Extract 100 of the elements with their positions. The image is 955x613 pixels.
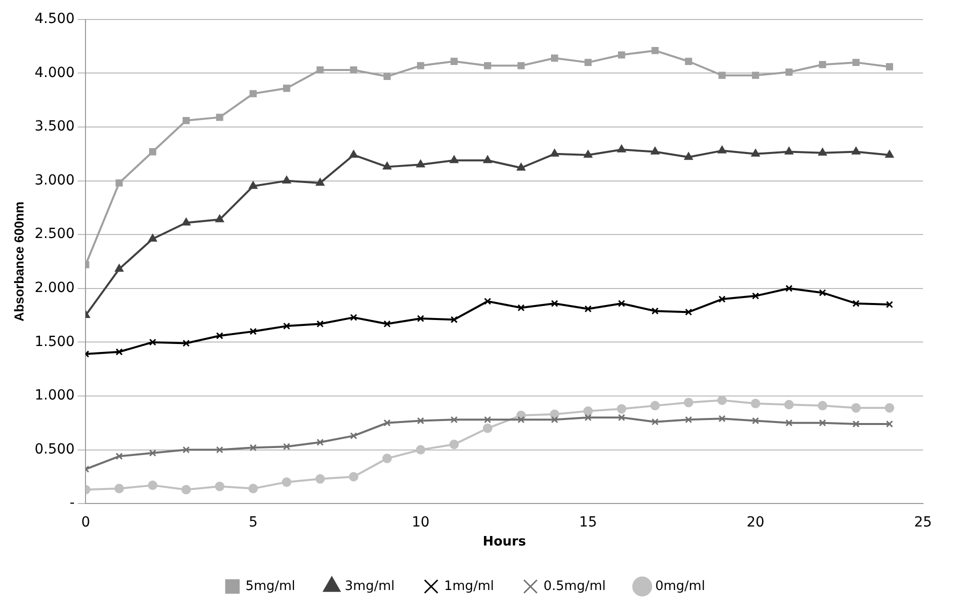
point: [250, 90, 257, 98]
point: [651, 418, 659, 426]
point: [282, 176, 291, 184]
point: [886, 420, 894, 428]
point: [149, 449, 156, 457]
point: [316, 178, 324, 186]
point: [450, 416, 458, 424]
point: [182, 218, 190, 226]
point: [618, 51, 626, 58]
point: [216, 114, 224, 121]
point: [785, 419, 793, 426]
point: [382, 454, 392, 464]
point: [551, 54, 558, 62]
point: [684, 416, 692, 424]
y-tick-label: 0.500: [34, 441, 75, 458]
point: [718, 415, 726, 422]
point: [851, 403, 861, 413]
point: [114, 484, 124, 494]
point: [416, 160, 425, 168]
point: [617, 144, 626, 152]
point: [550, 149, 559, 157]
y-tick-label: 1.000: [34, 388, 75, 404]
point: [651, 307, 659, 315]
point: [818, 61, 826, 68]
y-tick-label: 4.500: [34, 11, 75, 28]
point: [417, 62, 424, 70]
point: [583, 406, 593, 416]
point: [616, 404, 626, 414]
y-tick-label: 1.500: [34, 334, 75, 350]
point: [717, 396, 727, 406]
y-axis-title: Absorbance 600nm: [11, 202, 26, 322]
point: [316, 66, 324, 74]
point: [248, 484, 258, 494]
point: [382, 162, 392, 170]
x-tick-label: 5: [248, 514, 258, 531]
point: [417, 417, 424, 424]
point: [181, 484, 191, 494]
point: [885, 150, 894, 158]
x-axis-title: Hours: [482, 534, 526, 550]
point: [684, 58, 692, 65]
point: [350, 314, 358, 322]
point: [518, 304, 525, 312]
point: [518, 416, 525, 424]
x-tick-label: 15: [579, 514, 597, 531]
point: [551, 300, 558, 308]
point: [149, 148, 156, 156]
point: [852, 147, 860, 154]
point: [752, 292, 760, 300]
point: [116, 348, 123, 356]
point: [149, 338, 156, 346]
point: [751, 149, 760, 157]
point: [114, 264, 124, 272]
point: [718, 146, 726, 154]
point: [248, 181, 258, 189]
point: [315, 474, 325, 484]
point: [484, 416, 492, 424]
point: [518, 62, 525, 70]
point: [483, 156, 492, 164]
point: [283, 322, 290, 330]
point: [651, 47, 659, 54]
point: [450, 156, 458, 164]
point: [182, 116, 190, 124]
point: [684, 152, 693, 160]
point: [785, 68, 793, 76]
point: [148, 480, 158, 490]
point: [482, 424, 492, 434]
point: [215, 214, 224, 222]
point: [818, 148, 827, 156]
point: [650, 400, 660, 410]
point: [417, 314, 424, 322]
point: [449, 440, 459, 450]
point: [818, 419, 826, 426]
y-tick-label: 4.000: [34, 64, 75, 81]
point: [316, 320, 324, 328]
point: [852, 420, 860, 428]
point: [886, 300, 894, 308]
point: [551, 416, 558, 424]
point: [384, 419, 391, 426]
point: [282, 477, 292, 487]
legend-label: 1mg/ml: [444, 578, 494, 594]
point: [484, 62, 492, 70]
x-tick-label: 25: [914, 514, 932, 531]
point: [350, 66, 358, 74]
point: [785, 284, 793, 292]
point: [516, 163, 526, 171]
point: [250, 328, 257, 336]
point: [216, 446, 224, 454]
legend-label: 5mg/ml: [245, 578, 296, 594]
point: [182, 340, 190, 347]
point: [116, 179, 123, 187]
point: [450, 58, 458, 65]
point: [784, 400, 794, 410]
x-tick-label: 10: [412, 514, 430, 531]
point: [784, 147, 794, 154]
point: [349, 150, 358, 158]
legend-label: 3mg/ml: [344, 578, 395, 594]
point: [584, 150, 592, 158]
point: [752, 417, 760, 424]
point: [350, 432, 358, 440]
y-tick-label: 3.500: [34, 118, 75, 135]
